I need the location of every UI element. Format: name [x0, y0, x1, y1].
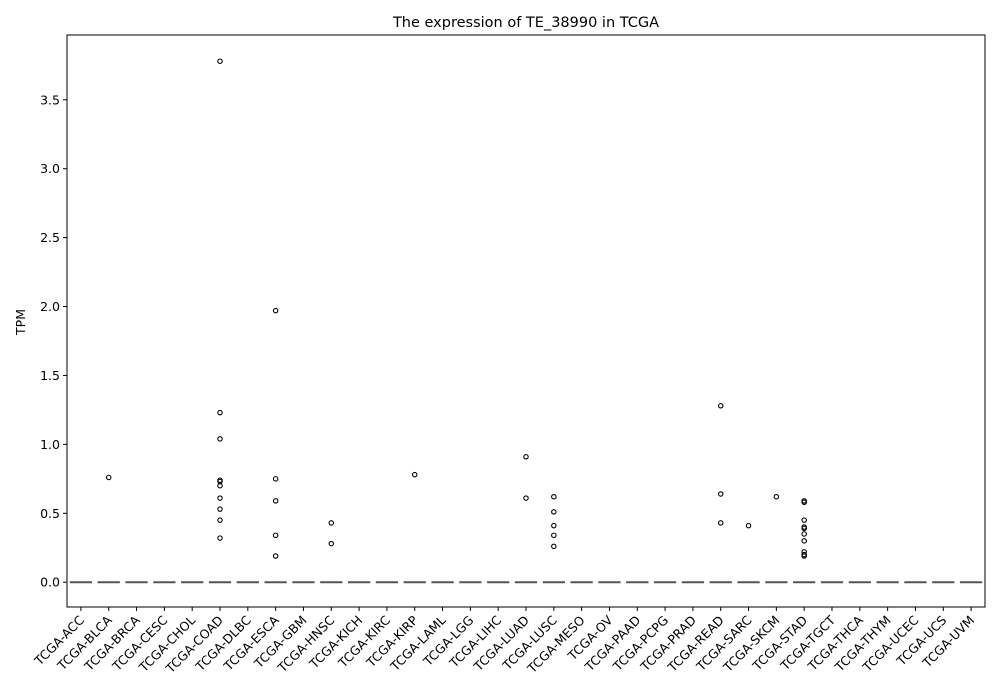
outlier-point [551, 532, 557, 539]
outlier-point [773, 493, 780, 500]
y-axis: 0.0 0.5 1.0 1.5 2.0 2.5 3.0 3.5 [40, 92, 67, 590]
outlier-point [272, 553, 279, 559]
outlier-point [801, 531, 807, 537]
outlier-point [217, 495, 223, 501]
chart-title: The expression of TE_38990 in TCGA [392, 15, 659, 31]
outlier-point [523, 495, 529, 501]
outlier-point [328, 520, 335, 526]
outlier-point [411, 471, 418, 478]
outlier-point [217, 58, 223, 64]
y-tick-label: 1.0 [40, 437, 60, 452]
outlier-point [217, 517, 223, 523]
y-tick-label: 3.0 [40, 161, 60, 176]
outlier-point [217, 436, 223, 442]
outlier-point [523, 454, 529, 460]
outlier-point [551, 509, 557, 515]
outlier-point [801, 517, 807, 523]
outlier-point [717, 403, 724, 409]
outlier-point [801, 538, 807, 544]
outlier-point [551, 493, 557, 500]
y-tick-label: 2.0 [40, 299, 60, 314]
outlier-point [801, 553, 807, 559]
outlier-point [328, 540, 335, 547]
y-tick-label: 0.0 [40, 575, 60, 590]
outlier-point [801, 525, 807, 532]
outlier-point [217, 506, 223, 512]
outlier-point [801, 499, 807, 505]
outlier-point [745, 522, 752, 529]
outlier-point [105, 474, 112, 481]
outlier-point [217, 535, 223, 541]
chart-marks [69, 58, 983, 584]
y-axis-label: TPM [13, 309, 28, 336]
outlier-point [272, 307, 279, 314]
y-tick-label: 1.5 [40, 368, 60, 383]
outlier-point [551, 522, 557, 529]
y-tick-label: 2.5 [40, 230, 60, 245]
outlier-point [217, 409, 223, 416]
x-axis: TCGA-ACCTCGA-BLCATCGA-BRCATCGA-CESCTCGA-… [31, 607, 977, 677]
y-tick-label: 3.5 [40, 92, 60, 107]
outlier-point [217, 482, 223, 489]
outlier-point [551, 543, 557, 550]
outlier-point [272, 476, 279, 482]
outlier-point [717, 520, 724, 526]
plot-area-frame [66, 34, 986, 608]
outlier-point [272, 532, 279, 539]
y-tick-label: 0.5 [40, 506, 60, 521]
outlier-point [717, 491, 724, 497]
outlier-point [272, 498, 279, 504]
